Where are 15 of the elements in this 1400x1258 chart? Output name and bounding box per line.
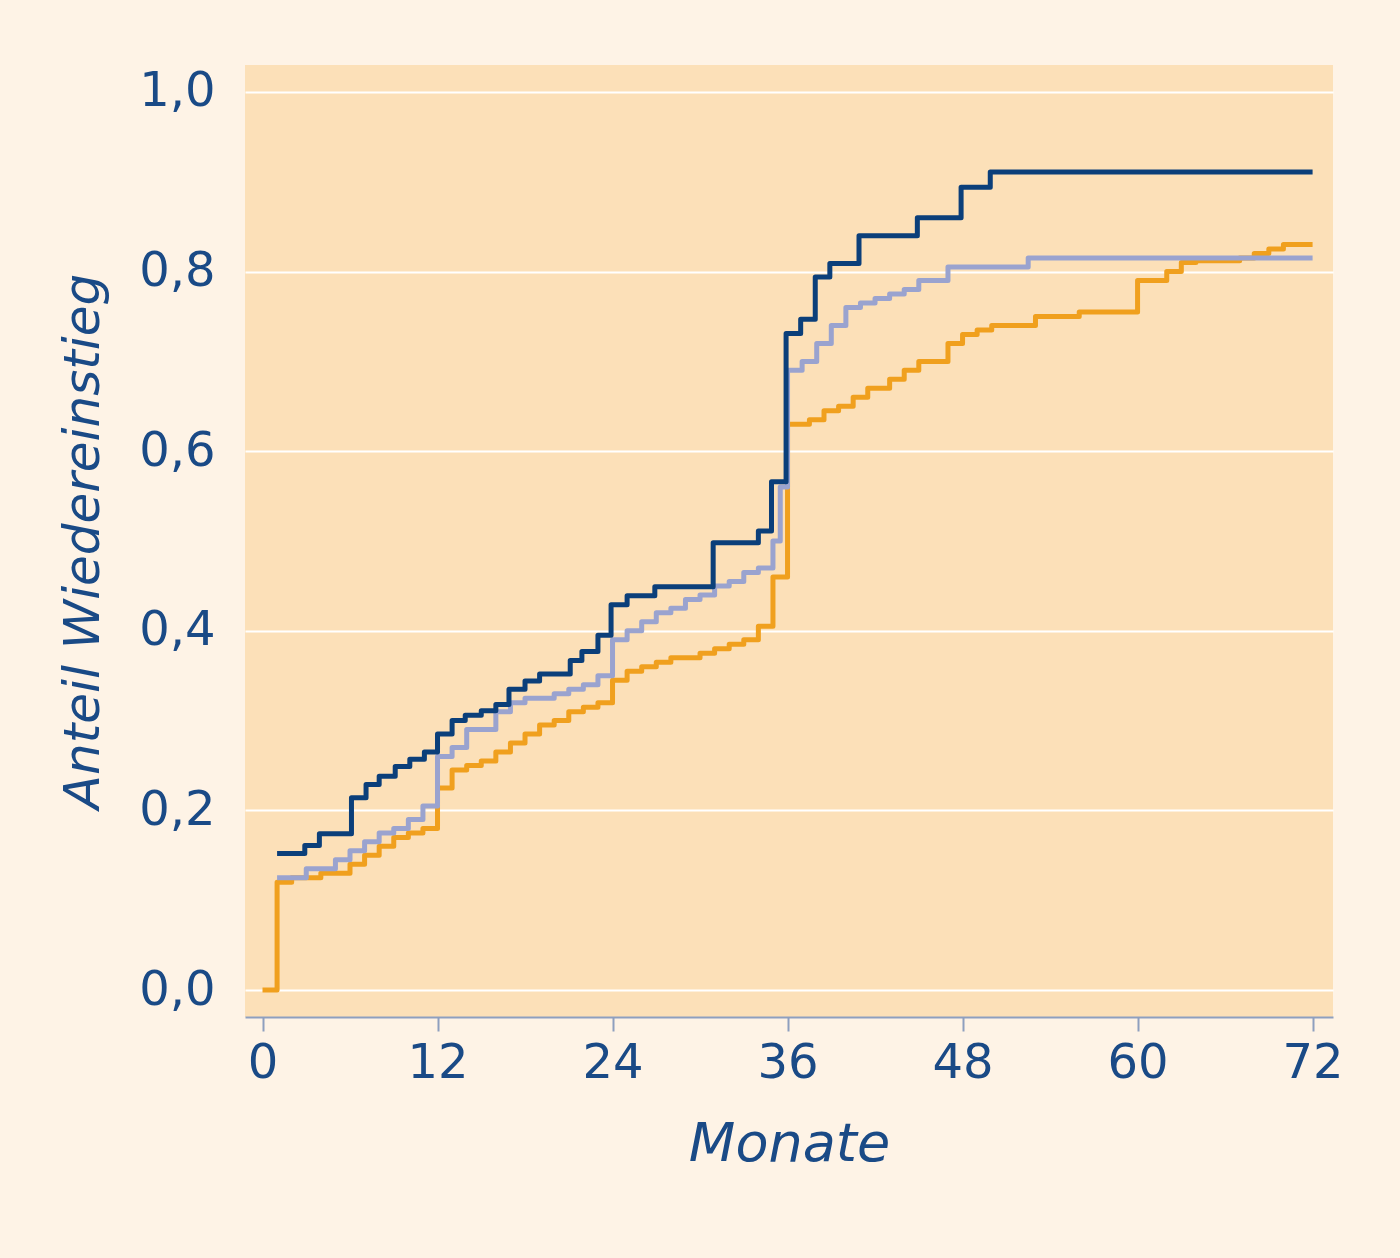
y-tick-label: 1,0 bbox=[139, 61, 216, 118]
x-tick-label: 0 bbox=[247, 1032, 279, 1089]
y-tick-label: 0,6 bbox=[139, 420, 216, 477]
y-axis-title: Anteil Wiedereinstieg bbox=[53, 273, 112, 813]
x-tick-label: 72 bbox=[1282, 1032, 1344, 1089]
x-tick-label: 24 bbox=[582, 1032, 644, 1089]
x-tick-label: 12 bbox=[407, 1032, 469, 1089]
y-tick-label: 0,4 bbox=[139, 600, 216, 657]
y-tick-label: 0,0 bbox=[139, 959, 216, 1016]
x-tick-label: 48 bbox=[932, 1032, 994, 1089]
y-tick-label: 0,2 bbox=[139, 779, 216, 836]
x-tick-label: 60 bbox=[1107, 1032, 1169, 1089]
y-tick-label: 0,8 bbox=[139, 241, 216, 298]
x-axis-title: Monate bbox=[688, 1110, 891, 1174]
x-tick-label: 36 bbox=[757, 1032, 819, 1089]
